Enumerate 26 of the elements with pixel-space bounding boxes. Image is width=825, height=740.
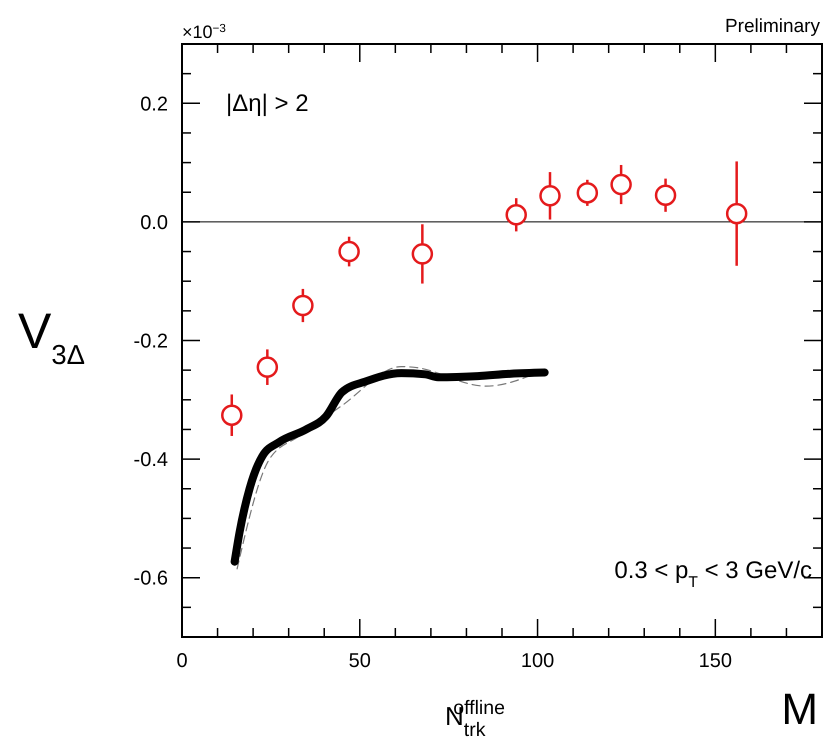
point — [256, 356, 278, 378]
y-tick-label: -0.2 — [134, 330, 168, 352]
point — [539, 185, 561, 207]
text: ×10$^{−3}$ — [182, 22, 226, 42]
annotation: 0.3 < p$_{T}$ < 3 GeV/c — [614, 557, 812, 590]
y-tick-label: -0.6 — [134, 568, 168, 590]
point — [505, 204, 527, 226]
x-tick-label: 50 — [348, 650, 371, 672]
y-tick-label: 0.0 — [140, 212, 168, 234]
point — [726, 202, 748, 224]
y-axis-title: V$_{3Δ}$ — [18, 303, 86, 370]
point — [221, 404, 243, 426]
text: M — [781, 685, 818, 734]
x-tick-label: 150 — [698, 650, 732, 672]
text: Preliminary — [724, 16, 820, 37]
point — [576, 182, 598, 204]
point — [654, 184, 676, 206]
point — [338, 240, 360, 262]
x-tick-label: 100 — [520, 650, 554, 672]
point — [412, 243, 434, 265]
annotation: |Δη| > 2 — [226, 90, 309, 117]
y-tick-label: -0.4 — [134, 449, 168, 472]
x-tick-label: 0 — [176, 650, 188, 672]
point — [292, 294, 314, 316]
point — [610, 174, 632, 196]
y-tick-label: 0.2 — [140, 93, 168, 116]
